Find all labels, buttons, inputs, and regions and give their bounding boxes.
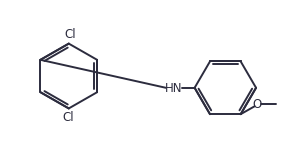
Text: Cl: Cl (64, 28, 76, 41)
Text: O: O (252, 98, 261, 111)
Text: Cl: Cl (62, 111, 74, 124)
Text: HN: HN (165, 82, 183, 95)
